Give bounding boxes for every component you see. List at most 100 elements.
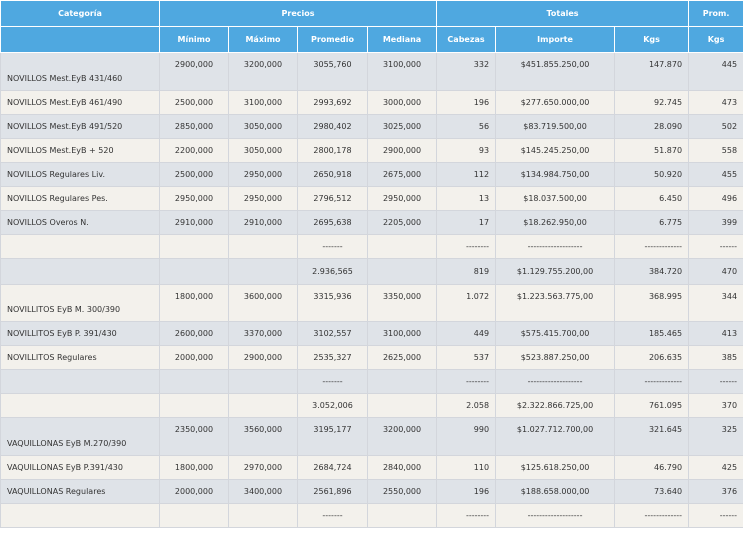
cell-kgs-prom: ------ <box>688 234 743 259</box>
cell-minimo: 2600,000 <box>159 321 229 346</box>
cell-mediana: 2205,000 <box>366 210 438 235</box>
cell-cabezas: -------- <box>436 503 497 528</box>
cell-mediana: 3025,000 <box>366 114 438 139</box>
cell-kgs-prom: 445 <box>688 52 743 91</box>
cell-kgs-prom: 473 <box>688 90 743 115</box>
cell-maximo: 2970,000 <box>228 455 298 480</box>
cell-mediana <box>366 503 438 528</box>
cell-mediana: 3100,000 <box>366 52 438 91</box>
cell-categoria: NOVILLOS Mest.EyB 431/460 <box>0 52 160 91</box>
cell-promedio: 2993,692 <box>297 90 368 115</box>
cell-minimo <box>159 234 229 259</box>
table-row: ------- -------- ------------------- ------… <box>0 503 743 528</box>
cell-categoria: NOVILLOS Regulares Pes. <box>0 186 160 211</box>
cell-minimo: 2910,000 <box>159 210 229 235</box>
cell-kgs: 368.995 <box>614 284 690 322</box>
header-maximo: Máximo <box>228 26 298 53</box>
cell-mediana: 2900,000 <box>366 138 438 163</box>
cell-promedio: 3.052,006 <box>297 393 368 418</box>
cell-promedio: 3055,760 <box>297 52 368 91</box>
cell-kgs: 50.920 <box>614 162 690 187</box>
cell-categoria: NOVILLOS Mest.EyB 491/520 <box>0 114 160 139</box>
table-row: NOVILLOS Overos N. 2910,000 2910,000 2695,6… <box>0 210 743 235</box>
cell-categoria: NOVILLOS Mest.EyB + 520 <box>0 138 160 163</box>
cell-kgs: ------------- <box>614 234 690 259</box>
cell-importe: ------------------- <box>495 369 616 394</box>
cell-mediana <box>366 393 438 418</box>
cell-maximo <box>228 258 298 285</box>
cell-minimo: 1800,000 <box>159 455 229 480</box>
cell-kgs-prom: 385 <box>688 345 743 370</box>
table-row: NOVILLOS Mest.EyB 431/460 2900,000 3200,00… <box>0 52 743 91</box>
cell-minimo <box>159 393 229 418</box>
header-kgs-prom: Kgs <box>688 26 743 53</box>
cell-importe: ------------------- <box>495 503 616 528</box>
cell-kgs: 185.465 <box>614 321 690 346</box>
cell-categoria: VAQUILLONAS EyB M.270/390 <box>0 417 160 456</box>
cell-kgs: 51.870 <box>614 138 690 163</box>
cell-kgs: 206.635 <box>614 345 690 370</box>
cell-kgs: 6.775 <box>614 210 690 235</box>
header-importe: Importe <box>495 26 616 53</box>
cell-categoria <box>0 503 160 528</box>
cell-cabezas: 196 <box>436 90 497 115</box>
cell-kgs-prom: 502 <box>688 114 743 139</box>
cell-minimo <box>159 369 229 394</box>
cell-categoria: VAQUILLONAS Regulares <box>0 479 160 504</box>
cell-cabezas: 110 <box>436 455 497 480</box>
cell-kgs: ------------- <box>614 369 690 394</box>
cell-cabezas: 17 <box>436 210 497 235</box>
header-promedio: Promedio <box>297 26 368 53</box>
cell-importe: $523.887.250,00 <box>495 345 616 370</box>
cell-categoria <box>0 393 160 418</box>
cell-mediana: 2550,000 <box>366 479 438 504</box>
cell-categoria: NOVILLITOS EyB M. 300/390 <box>0 284 160 322</box>
cell-importe: $188.658.000,00 <box>495 479 616 504</box>
cell-kgs-prom: 413 <box>688 321 743 346</box>
cell-kgs: 761.095 <box>614 393 690 418</box>
cell-maximo <box>228 393 298 418</box>
cell-importe: $451.855.250,00 <box>495 52 616 91</box>
cell-importe: $1.027.712.700,00 <box>495 417 616 456</box>
header-totales: Totales <box>436 0 690 27</box>
cell-mediana <box>366 369 438 394</box>
cell-kgs-prom: 344 <box>688 284 743 322</box>
cell-promedio: 2800,178 <box>297 138 368 163</box>
cell-importe: $2.322.866.725,00 <box>495 393 616 418</box>
table-row: VAQUILLONAS Regulares 2000,000 3400,000 256… <box>0 479 743 504</box>
cell-mediana <box>366 258 438 285</box>
cell-promedio: ------- <box>297 503 368 528</box>
cell-maximo <box>228 369 298 394</box>
cell-minimo: 2900,000 <box>159 52 229 91</box>
cell-promedio: 2561,896 <box>297 479 368 504</box>
cell-cabezas: 2.058 <box>436 393 497 418</box>
cell-importe: $575.415.700,00 <box>495 321 616 346</box>
cell-promedio: 2650,918 <box>297 162 368 187</box>
cell-cabezas: 196 <box>436 479 497 504</box>
header-cabezas: Cabezas <box>436 26 497 53</box>
cell-categoria <box>0 258 160 285</box>
cell-categoria: NOVILLOS Overos N. <box>0 210 160 235</box>
cell-kgs: ------------- <box>614 503 690 528</box>
header-categoria: Categoría <box>0 0 160 27</box>
cell-maximo: 2950,000 <box>228 162 298 187</box>
cell-cabezas: 93 <box>436 138 497 163</box>
cell-cabezas: -------- <box>436 369 497 394</box>
cell-kgs-prom: ------ <box>688 369 743 394</box>
cell-cabezas: 990 <box>436 417 497 456</box>
header-mediana: Mediana <box>366 26 438 53</box>
cell-categoria <box>0 369 160 394</box>
cell-maximo: 2900,000 <box>228 345 298 370</box>
cell-minimo: 2850,000 <box>159 114 229 139</box>
cell-kgs: 92.745 <box>614 90 690 115</box>
table-row: NOVILLITOS EyB M. 300/390 1800,000 3600,00… <box>0 284 743 322</box>
cell-cabezas: 449 <box>436 321 497 346</box>
cell-mediana <box>366 234 438 259</box>
cell-mediana: 3350,000 <box>366 284 438 322</box>
cell-minimo: 2350,000 <box>159 417 229 456</box>
cell-maximo: 3600,000 <box>228 284 298 322</box>
cell-kgs-prom: 455 <box>688 162 743 187</box>
cell-promedio: 3102,557 <box>297 321 368 346</box>
cell-importe: $125.618.250,00 <box>495 455 616 480</box>
cell-importe: $277.650.000,00 <box>495 90 616 115</box>
